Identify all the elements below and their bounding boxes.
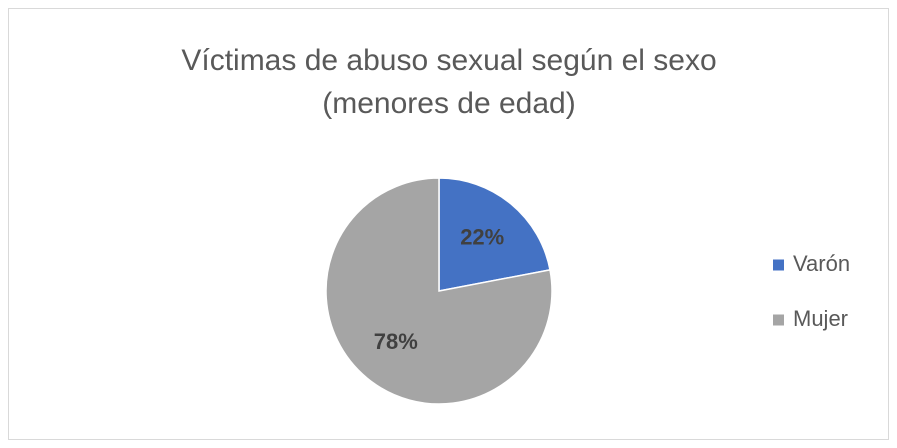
data-label: 78% <box>374 329 418 354</box>
chart-title: (menores de edad) <box>322 87 575 120</box>
legend-swatch <box>773 314 784 326</box>
pie-slice <box>325 177 553 405</box>
chart-title: Víctimas de abuso sexual según el sexo <box>181 44 716 77</box>
legend-label: Mujer <box>793 306 848 331</box>
legend-label: Varón <box>793 251 850 276</box>
data-label: 22% <box>460 225 504 250</box>
legend-swatch <box>773 259 784 271</box>
pie-slice <box>438 177 551 292</box>
